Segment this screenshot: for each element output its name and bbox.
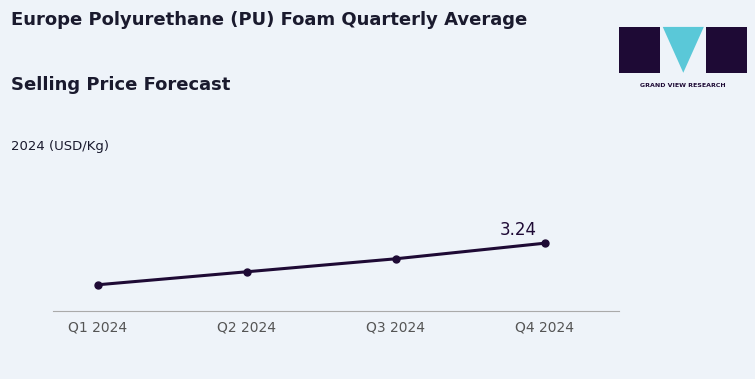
Text: 2024 (USD/Kg): 2024 (USD/Kg) xyxy=(11,140,109,153)
Polygon shape xyxy=(663,27,704,73)
Text: 3.24: 3.24 xyxy=(499,221,536,239)
Text: GRAND VIEW RESEARCH: GRAND VIEW RESEARCH xyxy=(640,83,726,88)
Text: Europe Polyurethane (PU) Foam Quarterly Average: Europe Polyurethane (PU) Foam Quarterly … xyxy=(11,11,528,29)
FancyBboxPatch shape xyxy=(707,27,747,73)
FancyBboxPatch shape xyxy=(619,27,660,73)
Text: Selling Price Forecast: Selling Price Forecast xyxy=(11,76,231,94)
